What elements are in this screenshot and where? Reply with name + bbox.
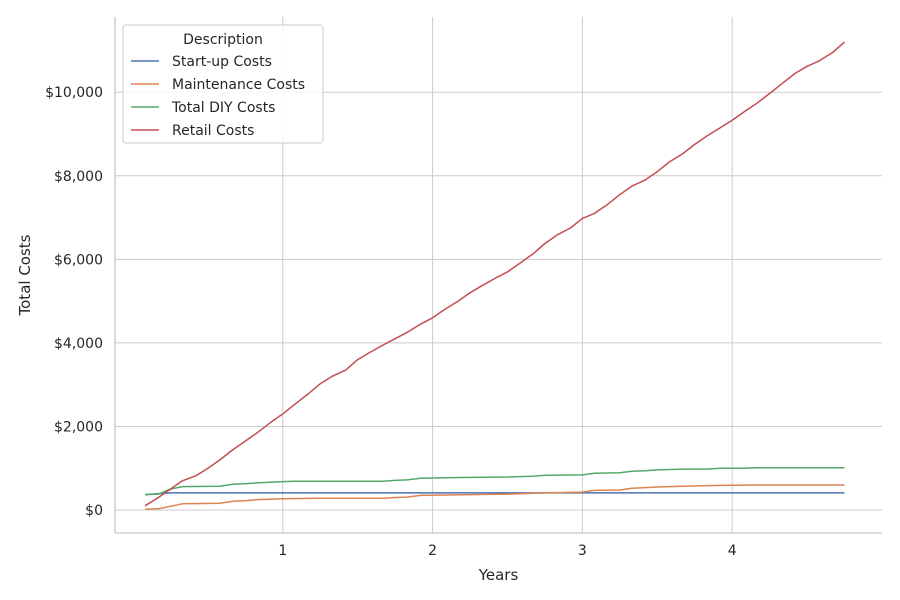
y-tick-label-5: $8,000 [54,169,103,185]
y-axis-label: Total Costs [16,234,34,316]
series-lines [144,41,845,510]
legend-label-1: Start-up Costs [172,54,272,70]
y-tick-label-1: $0 [85,503,103,519]
x-tick-label-2: 2 [428,543,437,559]
series-line-3 [144,467,845,496]
y-tick-labels: $0 $2,000 $4,000 $6,000 $8,000 $10,000 [45,85,103,519]
y-tick-label-3: $4,000 [54,336,103,352]
x-tick-label-3: 3 [578,543,587,559]
x-tick-label-1: 1 [278,543,287,559]
legend-box [122,24,324,144]
series-line-2 [144,484,845,510]
y-tick-label-4: $6,000 [54,252,103,268]
axes-spines [114,17,882,534]
legend: Description Start-up Costs Maintenance Co… [122,24,324,144]
legend-label-2: Maintenance Costs [172,77,305,93]
x-tick-labels: 1 2 3 4 [278,543,736,559]
y-tick-label-6: $10,000 [45,85,103,101]
legend-title: Description [183,32,263,48]
legend-label-3: Total DIY Costs [171,100,275,116]
legend-label-4: Retail Costs [172,123,254,139]
x-axis-label: Years [478,566,519,584]
x-tick-label-4: 4 [728,543,737,559]
gridlines [115,17,882,533]
series-line-4 [144,41,845,507]
legend-items: Start-up Costs Maintenance Costs Total DIY… [131,54,305,139]
y-tick-label-2: $2,000 [54,419,103,435]
